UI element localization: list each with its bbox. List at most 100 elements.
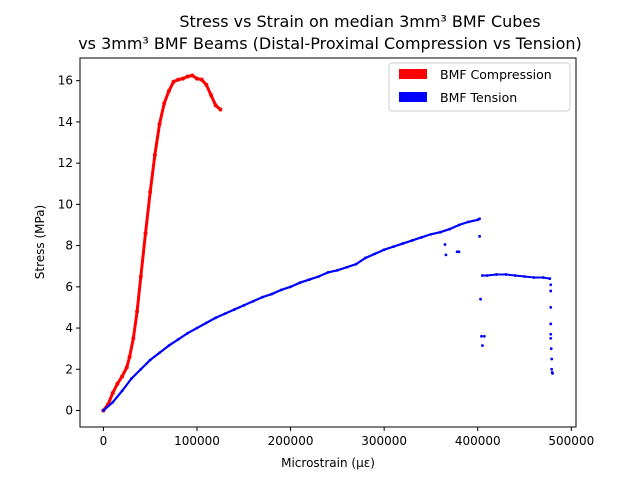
data-point xyxy=(457,223,461,227)
series-compression xyxy=(101,73,223,413)
data-point xyxy=(373,252,377,256)
data-point xyxy=(401,242,405,245)
x-tick-label: 100000 xyxy=(174,434,220,448)
data-point xyxy=(549,336,553,340)
data-point xyxy=(438,230,442,234)
data-point xyxy=(504,273,508,276)
data-point xyxy=(420,235,423,239)
data-point xyxy=(513,274,517,277)
data-point xyxy=(345,265,349,269)
data-point xyxy=(143,231,148,236)
data-point xyxy=(549,332,553,336)
data-point xyxy=(218,107,223,112)
data-point xyxy=(541,276,545,279)
data-point xyxy=(270,292,274,296)
data-point xyxy=(158,351,161,355)
data-point xyxy=(185,74,190,79)
data-point xyxy=(180,76,185,81)
data-point xyxy=(466,220,470,224)
data-point xyxy=(152,152,157,157)
data-point xyxy=(111,400,115,404)
data-point xyxy=(135,309,140,314)
series-line xyxy=(102,217,481,412)
data-point xyxy=(549,306,553,309)
y-tick-label: 14 xyxy=(58,115,73,129)
data-point xyxy=(120,389,124,393)
data-point xyxy=(495,273,498,276)
data-point xyxy=(204,321,208,325)
data-point xyxy=(298,281,302,285)
x-tick-label: 500000 xyxy=(548,434,594,448)
data-point xyxy=(550,367,554,371)
legend-label-compression: BMF Compression xyxy=(440,67,552,82)
data-point xyxy=(410,239,414,242)
data-point xyxy=(480,334,483,338)
data-point xyxy=(166,88,171,93)
data-point xyxy=(261,295,264,299)
data-point xyxy=(448,227,452,231)
data-point xyxy=(131,336,136,341)
data-point xyxy=(214,316,218,320)
data-point xyxy=(532,276,536,279)
data-point xyxy=(317,275,321,278)
data-point xyxy=(139,367,143,371)
y-tick-label: 16 xyxy=(58,74,73,88)
data-point xyxy=(190,73,195,78)
data-marks xyxy=(101,73,555,413)
data-point xyxy=(478,217,482,221)
x-tick-label: 400000 xyxy=(455,434,501,448)
data-point xyxy=(204,82,209,87)
data-point xyxy=(233,308,236,311)
data-point xyxy=(242,303,246,307)
y-tick-label: 8 xyxy=(65,239,73,253)
data-point xyxy=(167,344,171,347)
data-point xyxy=(127,354,132,359)
y-tick-label: 2 xyxy=(65,362,73,376)
data-point xyxy=(444,253,448,257)
data-point xyxy=(186,331,190,335)
data-point xyxy=(195,326,199,330)
x-tick-label: 300000 xyxy=(361,434,407,448)
chart-title-line-1: Stress vs Strain on median 3mm³ BMF Cube… xyxy=(179,12,540,31)
data-point xyxy=(110,390,115,395)
data-point xyxy=(213,103,218,108)
data-point xyxy=(162,101,167,106)
data-point xyxy=(115,381,120,386)
data-point xyxy=(199,77,204,82)
data-point xyxy=(485,274,489,277)
y-tick-label: 0 xyxy=(65,404,73,418)
data-point xyxy=(335,268,339,272)
data-point xyxy=(482,334,486,338)
data-point xyxy=(251,299,255,303)
data-point xyxy=(549,289,553,293)
plot-frame xyxy=(79,57,577,428)
data-point xyxy=(307,278,311,282)
data-point xyxy=(551,372,555,375)
y-tick-label: 6 xyxy=(65,280,73,294)
legend: BMF Compression BMF Tension xyxy=(388,62,571,112)
data-point xyxy=(364,256,367,260)
series-line xyxy=(102,73,222,412)
data-point xyxy=(523,275,526,278)
x-axis: 0 100000 200000 300000 400000 500000 xyxy=(100,427,594,448)
data-point xyxy=(429,232,433,236)
y-axis-label: Stress (MPa) xyxy=(33,205,47,279)
data-point xyxy=(138,274,143,279)
x-tick-label: 200000 xyxy=(268,434,314,448)
data-point xyxy=(382,248,386,252)
data-point xyxy=(120,374,125,379)
data-point xyxy=(443,243,447,246)
x-tick-label: 0 xyxy=(100,434,108,448)
data-point xyxy=(481,274,484,277)
data-point xyxy=(130,377,133,380)
data-point xyxy=(550,357,554,361)
chart-title-line-2: vs 3mm³ BMF Beams (Distal-Proximal Compr… xyxy=(78,34,582,53)
data-point xyxy=(157,121,162,126)
y-tick-label: 10 xyxy=(58,197,73,211)
x-axis-label: Microstrain (με) xyxy=(281,456,375,470)
data-point xyxy=(194,76,199,81)
data-point xyxy=(354,262,358,266)
y-axis: 0 2 4 6 8 10 12 14 16 xyxy=(58,74,80,418)
data-point xyxy=(549,347,553,351)
